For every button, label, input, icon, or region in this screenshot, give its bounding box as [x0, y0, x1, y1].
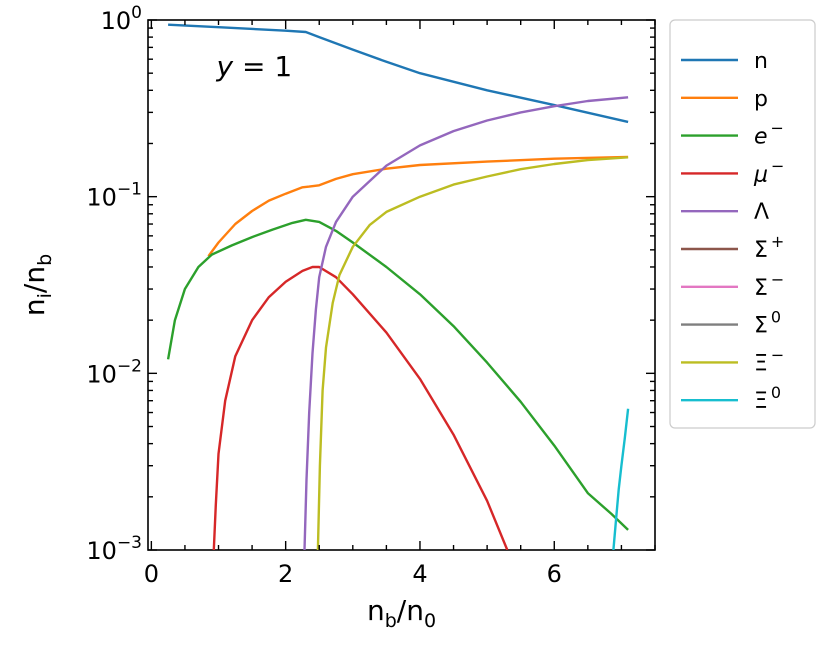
legend-box: [669, 19, 816, 429]
series-line: [303, 96, 629, 550]
y-tick-label: 10−1: [86, 180, 142, 212]
series-line: [316, 156, 629, 550]
y-tick-label: 10−3: [86, 533, 142, 565]
x-axis-label: nb/n0: [367, 594, 436, 632]
series-line: [207, 155, 629, 257]
plot-area: [147, 19, 656, 551]
y-axis-label: ni/nb: [18, 254, 56, 316]
x-tick-label: 6: [547, 560, 562, 588]
x-axis-ticks: 0 2 4 6: [144, 20, 656, 588]
x-tick-label: 0: [144, 560, 159, 588]
legend-label: p: [754, 87, 768, 112]
series-lines: [166, 23, 630, 550]
legend-label: e −: [754, 119, 784, 150]
legend-label: Σ +: [754, 232, 784, 263]
legend: np e − μ − Λ Σ + Σ − Σ 0 Ξ − Ξ 0: [669, 19, 816, 429]
legend-label: Σ −: [754, 270, 784, 301]
legend-label: n: [754, 49, 768, 74]
x-tick-label: 2: [278, 560, 293, 588]
y-tick-label: 100: [101, 3, 142, 35]
legend-label: μ −: [753, 156, 784, 187]
plot-frame: [147, 19, 656, 551]
series-line: [212, 265, 509, 550]
legend-label: Ξ −: [754, 345, 784, 376]
y-axis-ticks: 100 10−1 10−2 10−3: [86, 3, 655, 565]
series-line: [166, 218, 629, 531]
y-tick-label: 10−2: [86, 356, 142, 388]
x-tick-label: 4: [412, 560, 427, 588]
annotation: y = 1: [216, 50, 293, 83]
series-line: [612, 408, 630, 550]
series-line: [168, 23, 629, 124]
legend-label: Λ: [754, 200, 769, 225]
